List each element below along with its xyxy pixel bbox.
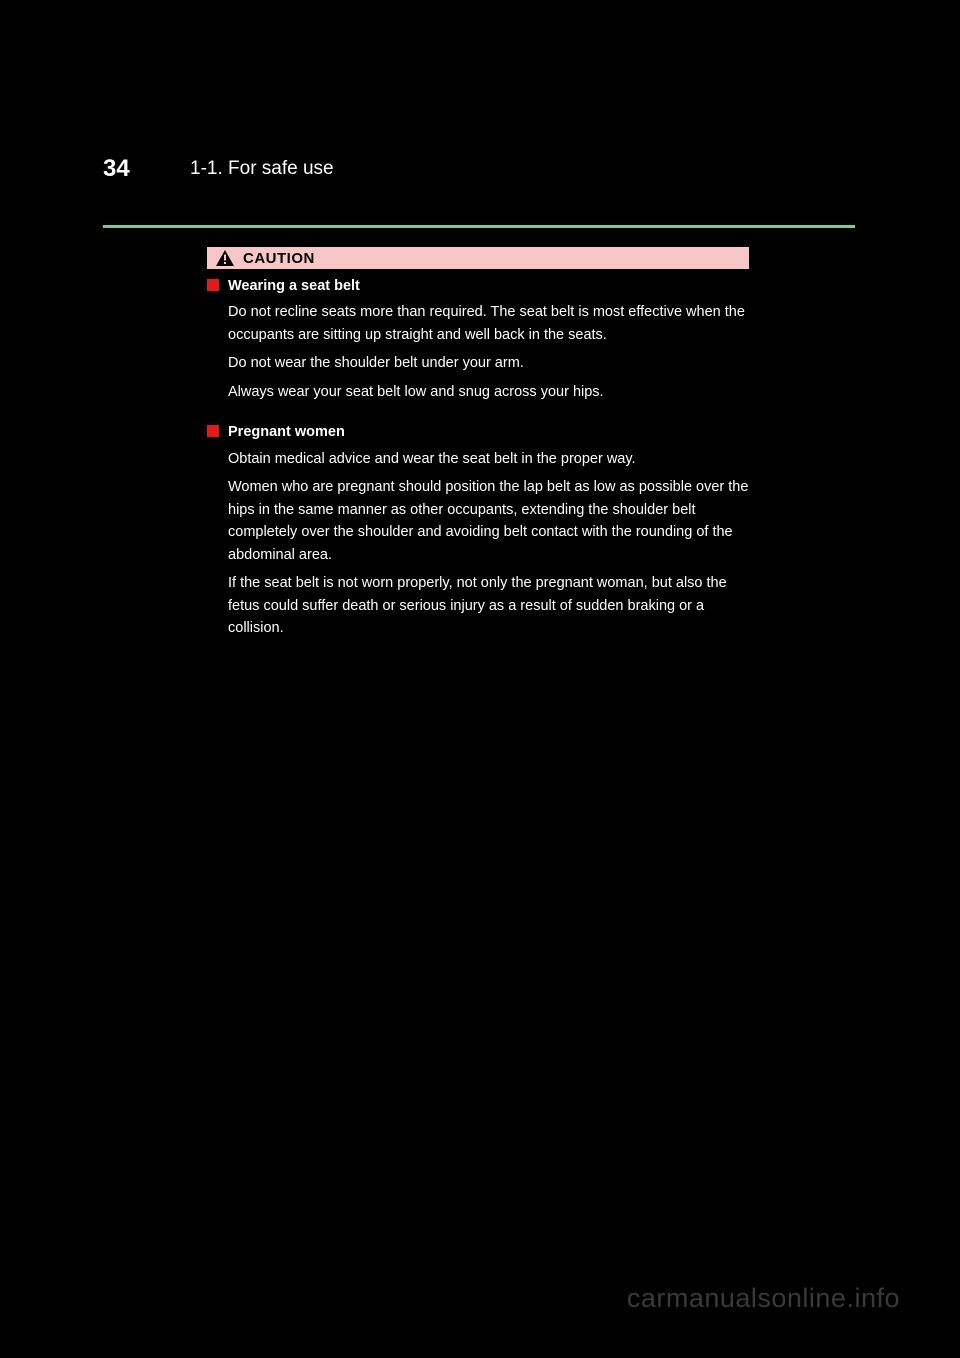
caution-bar: CAUTION bbox=[207, 247, 749, 269]
paragraph: Do not wear the shoulder belt under your… bbox=[228, 352, 749, 374]
top-rule bbox=[103, 225, 855, 228]
page-number: 34 bbox=[103, 155, 130, 183]
paragraph: Do not recline seats more than required.… bbox=[228, 301, 749, 346]
caution-section: Pregnant women Obtain medical advice and… bbox=[207, 421, 749, 639]
caution-content: Wearing a seat belt Do not recline seats… bbox=[207, 275, 749, 658]
section-heading: Pregnant women bbox=[207, 421, 749, 443]
watermark: carmanualsonline.info bbox=[627, 1283, 900, 1314]
paragraph: If the seat belt is not worn properly, n… bbox=[228, 572, 749, 639]
warning-triangle-icon bbox=[213, 247, 237, 269]
paragraph: Obtain medical advice and wear the seat … bbox=[228, 448, 749, 470]
caution-label: CAUTION bbox=[243, 250, 315, 267]
heading-text: Wearing a seat belt bbox=[228, 278, 360, 294]
paragraph: Women who are pregnant should position t… bbox=[228, 476, 749, 566]
paragraph: Always wear your seat belt low and snug … bbox=[228, 381, 749, 403]
caution-section: Wearing a seat belt Do not recline seats… bbox=[207, 275, 749, 403]
heading-text: Pregnant women bbox=[228, 424, 345, 440]
red-bullet-icon bbox=[207, 425, 219, 437]
section-label: 1-1. For safe use bbox=[190, 158, 334, 180]
red-bullet-icon bbox=[207, 279, 219, 291]
section-heading: Wearing a seat belt bbox=[207, 275, 749, 297]
